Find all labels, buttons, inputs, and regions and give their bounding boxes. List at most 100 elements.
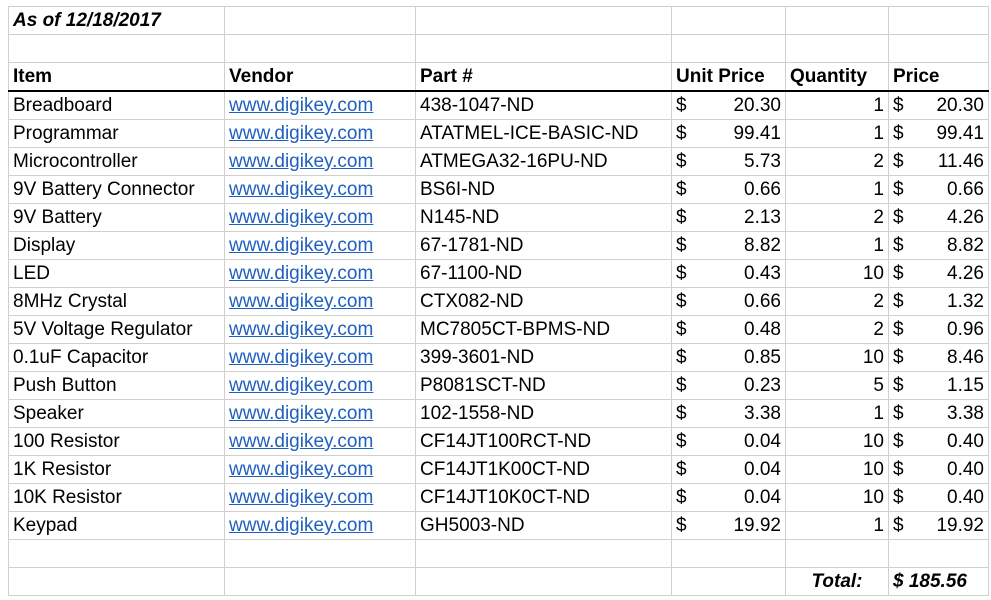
price-cell[interactable]: $0.40 (888, 455, 989, 484)
vendor-link[interactable]: www.digikey.com (229, 487, 374, 508)
quantity-cell[interactable]: 1 (785, 399, 889, 428)
part-number-cell[interactable]: CTX082-ND (415, 287, 672, 316)
vendor-link[interactable]: www.digikey.com (229, 291, 374, 312)
vendor-cell[interactable]: www.digikey.com (224, 259, 416, 288)
unit-price-cell[interactable]: $0.04 (671, 427, 786, 456)
quantity-cell[interactable]: 2 (785, 203, 889, 232)
item-cell[interactable]: Speaker (8, 399, 225, 428)
part-number-cell[interactable]: N145-ND (415, 203, 672, 232)
empty-cell[interactable] (888, 539, 989, 568)
price-cell[interactable]: $20.30 (888, 90, 989, 120)
header-part[interactable]: Part # (415, 62, 672, 92)
vendor-cell[interactable]: www.digikey.com (224, 399, 416, 428)
unit-price-cell[interactable]: $0.04 (671, 483, 786, 512)
quantity-cell[interactable]: 1 (785, 119, 889, 148)
price-cell[interactable]: $1.32 (888, 287, 989, 316)
empty-cell[interactable] (785, 539, 889, 568)
item-cell[interactable]: 9V Battery Connector (8, 175, 225, 204)
quantity-cell[interactable]: 5 (785, 371, 889, 400)
vendor-link[interactable]: www.digikey.com (229, 207, 374, 228)
empty-cell[interactable] (888, 34, 989, 63)
vendor-link[interactable]: www.digikey.com (229, 515, 374, 536)
vendor-cell[interactable]: www.digikey.com (224, 119, 416, 148)
unit-price-cell[interactable]: $0.66 (671, 287, 786, 316)
price-cell[interactable]: $0.40 (888, 427, 989, 456)
unit-price-cell[interactable]: $8.82 (671, 231, 786, 260)
price-cell[interactable]: $1.15 (888, 371, 989, 400)
unit-price-cell[interactable]: $5.73 (671, 147, 786, 176)
unit-price-cell[interactable]: $20.30 (671, 90, 786, 120)
price-cell[interactable]: $4.26 (888, 259, 989, 288)
unit-price-cell[interactable]: $2.13 (671, 203, 786, 232)
vendor-cell[interactable]: www.digikey.com (224, 483, 416, 512)
price-cell[interactable]: $0.40 (888, 483, 989, 512)
empty-cell[interactable] (415, 6, 672, 35)
price-cell[interactable]: $0.66 (888, 175, 989, 204)
empty-cell[interactable] (671, 539, 786, 568)
item-cell[interactable]: 100 Resistor (8, 427, 225, 456)
vendor-cell[interactable]: www.digikey.com (224, 427, 416, 456)
part-number-cell[interactable]: BS6I-ND (415, 175, 672, 204)
part-number-cell[interactable]: P8081SCT-ND (415, 371, 672, 400)
part-number-cell[interactable]: CF14JT10K0CT-ND (415, 483, 672, 512)
part-number-cell[interactable]: CF14JT1K00CT-ND (415, 455, 672, 484)
header-quantity[interactable]: Quantity (785, 62, 889, 92)
vendor-link[interactable]: www.digikey.com (229, 431, 374, 452)
part-number-cell[interactable]: 399-3601-ND (415, 343, 672, 372)
unit-price-cell[interactable]: $0.23 (671, 371, 786, 400)
part-number-cell[interactable]: GH5003-ND (415, 511, 672, 540)
vendor-link[interactable]: www.digikey.com (229, 403, 374, 424)
empty-cell[interactable] (671, 567, 786, 596)
unit-price-cell[interactable]: $99.41 (671, 119, 786, 148)
unit-price-cell[interactable]: $3.38 (671, 399, 786, 428)
vendor-link[interactable]: www.digikey.com (229, 123, 374, 144)
empty-cell[interactable] (785, 6, 889, 35)
quantity-cell[interactable]: 1 (785, 90, 889, 120)
quantity-cell[interactable]: 1 (785, 231, 889, 260)
vendor-link[interactable]: www.digikey.com (229, 375, 374, 396)
vendor-link[interactable]: www.digikey.com (229, 151, 374, 172)
price-cell[interactable]: $0.96 (888, 315, 989, 344)
quantity-cell[interactable]: 10 (785, 455, 889, 484)
vendor-link[interactable]: www.digikey.com (229, 347, 374, 368)
empty-cell[interactable] (224, 6, 416, 35)
part-number-cell[interactable]: 67-1100-ND (415, 259, 672, 288)
price-cell[interactable]: $11.46 (888, 147, 989, 176)
price-cell[interactable]: $4.26 (888, 203, 989, 232)
empty-cell[interactable] (415, 539, 672, 568)
vendor-link[interactable]: www.digikey.com (229, 459, 374, 480)
price-cell[interactable]: $19.92 (888, 511, 989, 540)
item-cell[interactable]: LED (8, 259, 225, 288)
sheet-title[interactable]: As of 12/18/2017 (8, 6, 225, 35)
empty-cell[interactable] (415, 567, 672, 596)
empty-cell[interactable] (785, 34, 889, 63)
quantity-cell[interactable]: 1 (785, 511, 889, 540)
empty-cell[interactable] (671, 6, 786, 35)
empty-cell[interactable] (671, 34, 786, 63)
empty-cell[interactable] (8, 567, 225, 596)
empty-cell[interactable] (224, 34, 416, 63)
item-cell[interactable]: 1K Resistor (8, 455, 225, 484)
header-item[interactable]: Item (8, 62, 225, 92)
empty-cell[interactable] (224, 539, 416, 568)
unit-price-cell[interactable]: $0.48 (671, 315, 786, 344)
header-price[interactable]: Price (888, 62, 989, 92)
item-cell[interactable]: 0.1uF Capacitor (8, 343, 225, 372)
part-number-cell[interactable]: 102-1558-ND (415, 399, 672, 428)
price-cell[interactable]: $3.38 (888, 399, 989, 428)
empty-cell[interactable] (8, 539, 225, 568)
part-number-cell[interactable]: ATMEGA32-16PU-ND (415, 147, 672, 176)
vendor-cell[interactable]: www.digikey.com (224, 231, 416, 260)
price-cell[interactable]: $8.46 (888, 343, 989, 372)
vendor-link[interactable]: www.digikey.com (229, 179, 374, 200)
empty-cell[interactable] (224, 567, 416, 596)
empty-cell[interactable] (415, 34, 672, 63)
vendor-cell[interactable]: www.digikey.com (224, 175, 416, 204)
item-cell[interactable]: Keypad (8, 511, 225, 540)
quantity-cell[interactable]: 2 (785, 287, 889, 316)
price-cell[interactable]: $99.41 (888, 119, 989, 148)
quantity-cell[interactable]: 10 (785, 259, 889, 288)
price-cell[interactable]: $8.82 (888, 231, 989, 260)
item-cell[interactable]: 5V Voltage Regulator (8, 315, 225, 344)
header-vendor[interactable]: Vendor (224, 62, 416, 92)
